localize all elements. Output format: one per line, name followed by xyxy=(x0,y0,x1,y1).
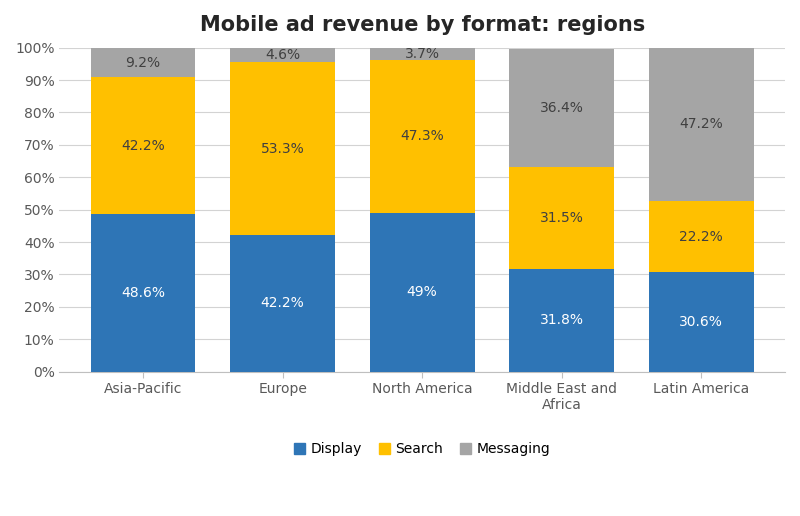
Text: 48.6%: 48.6% xyxy=(121,286,165,300)
Bar xyxy=(90,47,195,77)
Bar xyxy=(649,201,754,272)
Text: 30.6%: 30.6% xyxy=(679,315,723,329)
Bar xyxy=(510,269,614,372)
Text: 42.2%: 42.2% xyxy=(261,296,305,310)
Bar xyxy=(370,213,474,372)
Bar xyxy=(230,47,335,62)
Bar xyxy=(370,60,474,213)
Text: 49%: 49% xyxy=(407,285,438,299)
Text: 47.2%: 47.2% xyxy=(679,117,723,131)
Text: 42.2%: 42.2% xyxy=(122,139,165,153)
Text: 36.4%: 36.4% xyxy=(540,101,584,115)
Text: 47.3%: 47.3% xyxy=(400,130,444,143)
Bar xyxy=(370,47,474,60)
Text: 53.3%: 53.3% xyxy=(261,141,305,156)
Bar xyxy=(230,62,335,235)
Bar xyxy=(90,77,195,214)
Text: 31.5%: 31.5% xyxy=(540,211,584,224)
Text: 9.2%: 9.2% xyxy=(126,56,161,70)
Text: 31.8%: 31.8% xyxy=(540,313,584,327)
Text: 3.7%: 3.7% xyxy=(405,46,440,61)
Bar xyxy=(510,49,614,167)
Title: Mobile ad revenue by format: regions: Mobile ad revenue by format: regions xyxy=(199,15,645,35)
Bar xyxy=(649,47,754,201)
Legend: Display, Search, Messaging: Display, Search, Messaging xyxy=(289,437,556,462)
Bar xyxy=(510,167,614,269)
Bar xyxy=(649,272,754,372)
Bar xyxy=(230,235,335,372)
Bar xyxy=(90,214,195,372)
Text: 22.2%: 22.2% xyxy=(679,230,723,244)
Text: 4.6%: 4.6% xyxy=(265,48,300,62)
